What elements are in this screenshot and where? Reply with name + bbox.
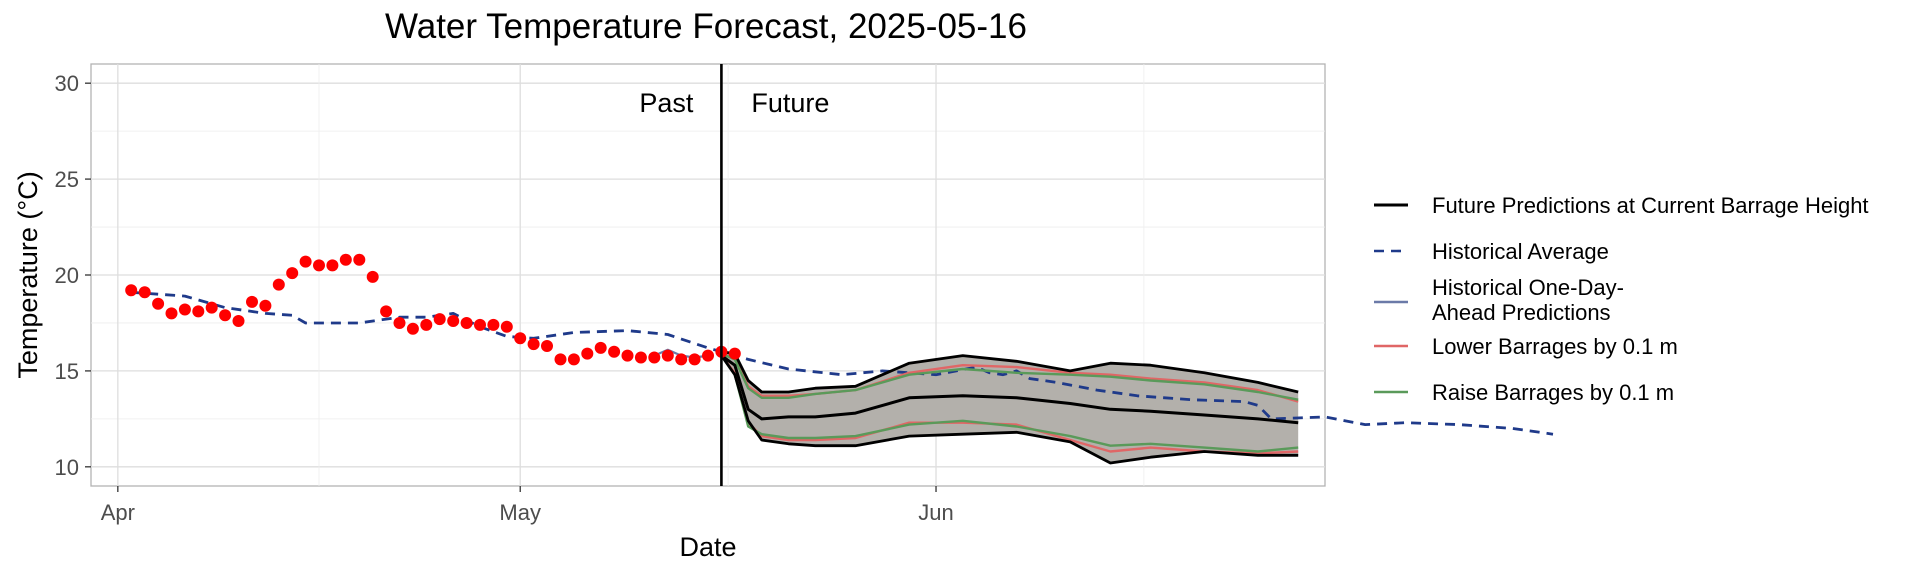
x-tick-label: Apr	[101, 500, 135, 525]
observed-point	[125, 284, 138, 297]
y-tick-label: 20	[55, 263, 79, 288]
observed-point	[661, 349, 674, 362]
raise-barrages-upper-line	[720, 352, 1299, 401]
observed-point	[675, 353, 688, 366]
observed-point	[165, 307, 178, 320]
future-median-line	[720, 354, 1299, 425]
future-label: Future	[751, 88, 829, 118]
legend-item-lower: Lower Barrages by 0.1 m	[1374, 334, 1678, 359]
observed-point	[433, 313, 446, 326]
y-axis-ticks: 10 15 20 25 30	[55, 71, 91, 480]
observed-point	[246, 295, 258, 308]
observed-point	[581, 347, 594, 360]
x-tick-label: May	[499, 500, 541, 525]
observed-point	[313, 259, 325, 272]
observed-point	[634, 351, 647, 364]
observed-point	[500, 320, 513, 333]
observed-point	[554, 353, 567, 366]
observed-point	[178, 303, 191, 316]
observed-point	[192, 305, 205, 318]
series-lines	[131, 290, 1554, 465]
observed-point	[447, 315, 460, 327]
observed-point	[152, 297, 165, 310]
observed-point	[406, 322, 419, 335]
observed-point	[460, 317, 473, 329]
legend-item-raise: Raise Barrages by 0.1 m	[1374, 380, 1674, 405]
observed-point	[621, 349, 634, 362]
observed-point	[259, 299, 272, 312]
observed-point	[728, 347, 741, 360]
observed-point	[688, 353, 701, 366]
y-tick-label: 15	[55, 359, 79, 384]
x-axis-ticks: Apr May Jun	[101, 486, 954, 525]
observed-point	[541, 340, 553, 352]
observed-point	[527, 338, 540, 351]
grid-lines	[91, 64, 1325, 486]
legend-label: Raise Barrages by 0.1 m	[1432, 380, 1674, 405]
observed-point	[608, 345, 621, 358]
legend-label: Historical Average	[1432, 239, 1609, 264]
legend-item-historical_average: Historical Average	[1374, 239, 1609, 264]
observed-point	[326, 259, 339, 272]
observed-point	[138, 286, 151, 299]
historical-average-line	[131, 290, 1554, 436]
observed-point	[339, 253, 352, 266]
observed-point	[205, 301, 218, 314]
observed-point	[366, 270, 379, 283]
future-upper-line	[721, 350, 1299, 394]
y-tick-label: 10	[55, 455, 79, 480]
legend-label: Future Predictions at Current Barrage He…	[1432, 193, 1869, 218]
y-axis-label: Temperature (°C)	[13, 171, 43, 378]
observed-point	[219, 309, 232, 322]
observed-points	[125, 253, 741, 366]
legend-label: Historical One-Day-Ahead Predictions	[1432, 275, 1624, 325]
y-tick-label: 25	[55, 167, 79, 192]
observed-point	[648, 351, 661, 364]
legend: Future Predictions at Current Barrage He…	[1374, 193, 1869, 405]
observed-point	[353, 253, 366, 266]
observed-point	[393, 317, 406, 329]
observed-point	[474, 318, 486, 331]
observed-point	[272, 278, 285, 291]
past-label: Past	[639, 88, 694, 118]
lower-barrages-upper-line	[721, 352, 1299, 403]
observed-point	[514, 332, 527, 345]
future-lower-line	[720, 354, 1299, 465]
x-axis-label: Date	[679, 532, 736, 562]
legend-item-future: Future Predictions at Current Barrage He…	[1374, 193, 1869, 218]
observed-point	[380, 305, 393, 318]
observed-point	[594, 341, 607, 354]
legend-item-one_day_ahead: Historical One-Day-Ahead Predictions	[1374, 275, 1624, 325]
observed-point	[299, 255, 312, 268]
observed-point	[286, 267, 299, 280]
x-tick-label: Jun	[918, 500, 953, 525]
observed-point	[420, 318, 433, 331]
observed-point	[567, 353, 580, 366]
chart-title: Water Temperature Forecast, 2025-05-16	[385, 7, 1027, 46]
observed-point	[232, 315, 245, 327]
legend-label: Lower Barrages by 0.1 m	[1432, 334, 1678, 359]
y-tick-label: 30	[55, 71, 79, 96]
observed-point	[487, 318, 500, 331]
observed-point	[702, 349, 714, 362]
